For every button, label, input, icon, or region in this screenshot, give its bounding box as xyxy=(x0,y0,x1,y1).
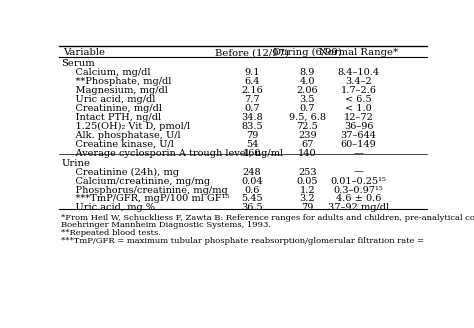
Text: 60–149: 60–149 xyxy=(341,140,376,149)
Text: 72.5: 72.5 xyxy=(296,122,318,131)
Text: 3.5: 3.5 xyxy=(300,95,315,104)
Text: Uric acid, mg/dl: Uric acid, mg/dl xyxy=(63,95,155,104)
Text: —: — xyxy=(354,149,364,158)
Text: < 6.5: < 6.5 xyxy=(346,95,372,104)
Text: Intact PTH, ng/dl: Intact PTH, ng/dl xyxy=(63,113,161,122)
Text: Creatinine (24h), mg: Creatinine (24h), mg xyxy=(63,168,179,177)
Text: Before (12/97): Before (12/97) xyxy=(215,48,289,57)
Text: Variable: Variable xyxy=(63,48,105,57)
Text: Creatinine, mg/dl: Creatinine, mg/dl xyxy=(63,104,162,113)
Text: Creatine kinase, U/l: Creatine kinase, U/l xyxy=(63,140,174,149)
Text: 4.0: 4.0 xyxy=(300,77,315,86)
Text: 79: 79 xyxy=(301,203,313,213)
Text: 3.4–2: 3.4–2 xyxy=(345,77,372,86)
Text: 9.1: 9.1 xyxy=(245,68,260,77)
Text: 8.4–10.4: 8.4–10.4 xyxy=(337,68,380,77)
Text: Calcium/creatinine, mg/mg: Calcium/creatinine, mg/mg xyxy=(63,176,210,186)
Text: 0.01–0.25¹⁵: 0.01–0.25¹⁵ xyxy=(331,176,387,186)
Text: 37–92 mg/dl: 37–92 mg/dl xyxy=(328,203,389,213)
Text: 0.05: 0.05 xyxy=(296,176,318,186)
Text: 160: 160 xyxy=(243,149,261,158)
Text: 1.2: 1.2 xyxy=(300,186,315,195)
Text: 54: 54 xyxy=(246,140,258,149)
Text: *From Heil W, Schuckliess F, Zawta B: Reference ranges for adults and children, : *From Heil W, Schuckliess F, Zawta B: Re… xyxy=(61,214,474,222)
Text: Alk. phosphatase, U/l: Alk. phosphatase, U/l xyxy=(63,131,181,140)
Text: 7.7: 7.7 xyxy=(244,95,260,104)
Text: 67: 67 xyxy=(301,140,313,149)
Text: 2.16: 2.16 xyxy=(241,86,263,95)
Text: 239: 239 xyxy=(298,131,317,140)
Text: Phosphorus/creatinine, mg/mg: Phosphorus/creatinine, mg/mg xyxy=(63,186,228,195)
Text: ***TmP/GFR = maximum tubular phosphate reabsorption/glomerular filtration rate =: ***TmP/GFR = maximum tubular phosphate r… xyxy=(61,236,424,245)
Text: Serum: Serum xyxy=(61,59,95,68)
Text: During (6/99): During (6/99) xyxy=(273,48,342,57)
Text: 36.5: 36.5 xyxy=(241,203,263,213)
Text: 0.7: 0.7 xyxy=(300,104,315,113)
Text: ***TmP/GFR, mgP/100 ml GF¹⁵: ***TmP/GFR, mgP/100 ml GF¹⁵ xyxy=(63,195,229,203)
Text: 1.25(OH)₂ Vit D, pmol/l: 1.25(OH)₂ Vit D, pmol/l xyxy=(63,122,190,131)
Text: 0.04: 0.04 xyxy=(241,176,263,186)
Text: Urine: Urine xyxy=(61,159,90,168)
Text: **Repeated blood tests.: **Repeated blood tests. xyxy=(61,229,161,237)
Text: 0.3–0.97¹⁵: 0.3–0.97¹⁵ xyxy=(334,186,383,195)
Text: Uric acid, mg %: Uric acid, mg % xyxy=(63,203,155,213)
Text: 6.4: 6.4 xyxy=(245,77,260,86)
Text: —: — xyxy=(354,168,364,177)
Text: 8.9: 8.9 xyxy=(300,68,315,77)
Text: Calcium, mg/dl: Calcium, mg/dl xyxy=(63,68,150,77)
Text: 2.06: 2.06 xyxy=(296,86,318,95)
Text: 9.5, 6.8: 9.5, 6.8 xyxy=(289,113,326,122)
Text: 0.7: 0.7 xyxy=(245,104,260,113)
Text: 253: 253 xyxy=(298,168,317,177)
Text: Boehringer Mannheim Diagnostic Systems, 1993.: Boehringer Mannheim Diagnostic Systems, … xyxy=(61,221,271,230)
Text: 248: 248 xyxy=(243,168,262,177)
Text: 4.6 ± 0.6: 4.6 ± 0.6 xyxy=(336,195,381,203)
Text: 3.2: 3.2 xyxy=(300,195,315,203)
Text: 0.6: 0.6 xyxy=(245,186,260,195)
Text: Normal Range*: Normal Range* xyxy=(319,48,398,57)
Text: 83.5: 83.5 xyxy=(241,122,263,131)
Text: 140: 140 xyxy=(298,149,317,158)
Text: Average cyclosporin A trough level, ng/ml: Average cyclosporin A trough level, ng/m… xyxy=(63,149,283,158)
Text: Magnesium, mg/dl: Magnesium, mg/dl xyxy=(63,86,168,95)
Text: 79: 79 xyxy=(246,131,258,140)
Text: 36–96: 36–96 xyxy=(344,122,374,131)
Text: 12–72: 12–72 xyxy=(344,113,374,122)
Text: < 1.0: < 1.0 xyxy=(345,104,372,113)
Text: 1.7–2.6: 1.7–2.6 xyxy=(341,86,377,95)
Text: **Phosphate, mg/dl: **Phosphate, mg/dl xyxy=(63,77,171,86)
Text: 5.45: 5.45 xyxy=(241,195,263,203)
Text: 37–644: 37–644 xyxy=(341,131,377,140)
Text: 34.8: 34.8 xyxy=(241,113,263,122)
